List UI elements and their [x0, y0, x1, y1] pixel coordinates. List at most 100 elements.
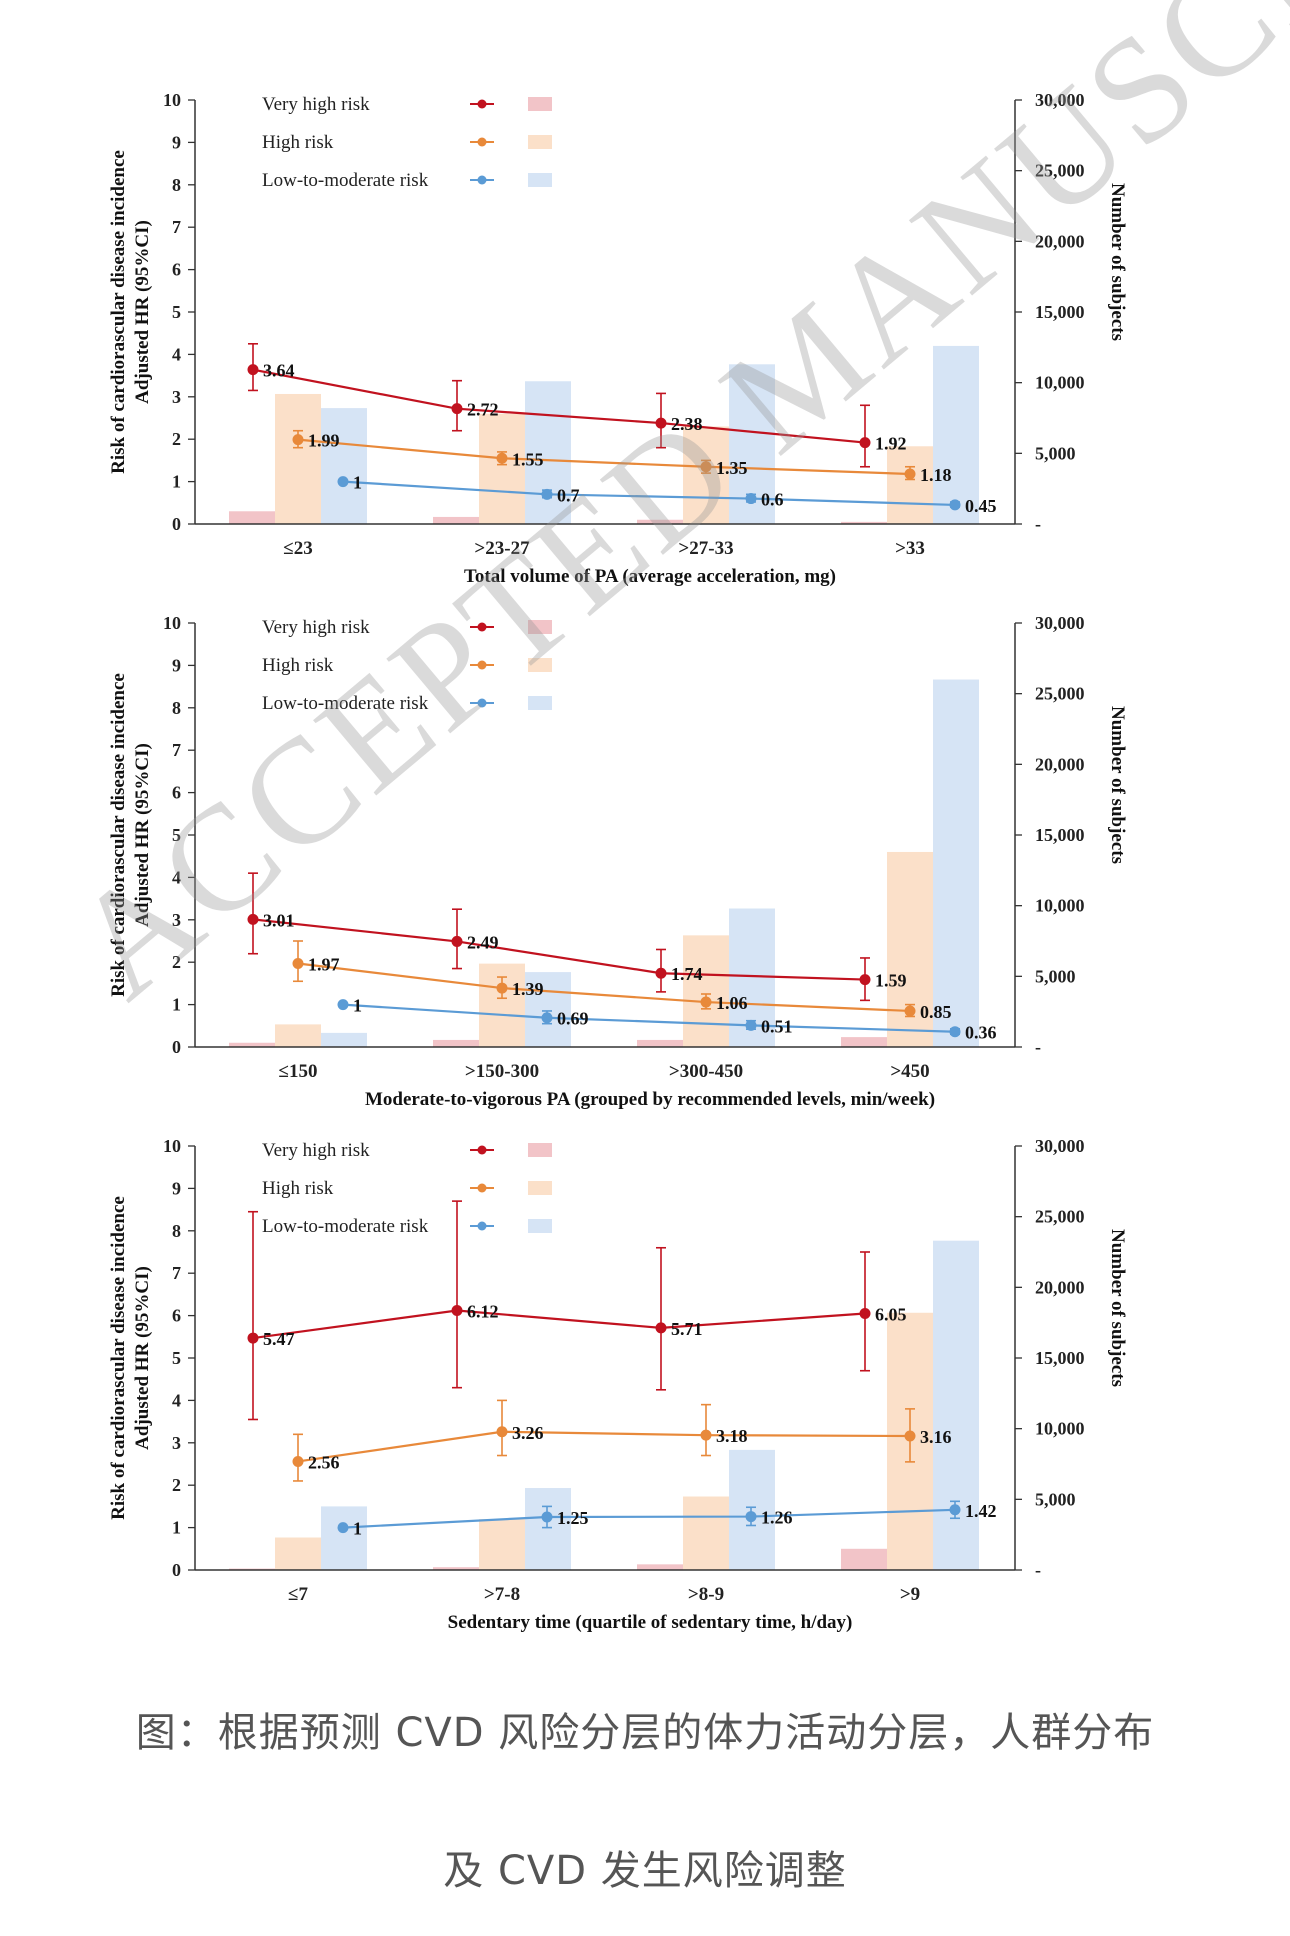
bar-low-moderate [525, 972, 571, 1047]
data-point-high [292, 1455, 304, 1467]
data-point-high [292, 957, 304, 969]
y-tick-label-left: 4 [172, 1390, 181, 1410]
legend-label-high: High risk [262, 132, 334, 153]
data-point-very-high [859, 974, 871, 986]
data-label-high: 1.18 [920, 465, 952, 485]
y-tick-label-right: - [1035, 1037, 1041, 1057]
y-tick-label-right: 15,000 [1035, 825, 1085, 845]
y-tick-label-left: 7 [172, 740, 181, 760]
figure: 012345678910-5,00010,00015,00020,00025,0… [108, 90, 1128, 1633]
legend-label-high: High risk [262, 1178, 334, 1199]
legend-swatch-very-high [528, 97, 552, 111]
data-point-low-moderate [745, 493, 757, 505]
y-tick-label-left: 8 [172, 175, 181, 195]
data-label-high: 0.85 [920, 1002, 952, 1022]
series-line-high [297, 962, 911, 1013]
y-tick-label-left: 5 [172, 825, 181, 845]
legend-swatch-high [528, 1181, 552, 1195]
chart-panel-2: 0 1 2 3 4 5 6 7 8 9 10 - 5,000 10,000 15,000 20,000 25,0… [108, 613, 1128, 1110]
data-point-very-high [247, 364, 259, 376]
data-label-low-moderate: 1.42 [965, 1501, 997, 1521]
legend-marker-low-moderate [477, 1221, 487, 1231]
data-label-very-high: 2.72 [467, 400, 499, 420]
data-label-low-moderate: 1.25 [557, 1508, 589, 1528]
y-tick-label-right: 30,000 [1035, 90, 1085, 110]
y-tick-label-left: 2 [172, 429, 181, 449]
y-axis-label-left-2: Adjusted HR (95%CI) [132, 1266, 153, 1450]
bar-very-high [433, 516, 479, 524]
bar-low-moderate [525, 381, 571, 524]
x-tick-label: >300-450 [669, 1061, 743, 1082]
data-point-low-moderate [337, 476, 349, 488]
y-tick-label-right: 10,000 [1035, 1419, 1085, 1439]
data-label-low-moderate: 1 [353, 473, 362, 493]
y-tick-label-left: 10 [163, 613, 181, 633]
data-label-very-high: 2.38 [671, 414, 703, 434]
y-tick-label-left: 9 [172, 655, 181, 675]
data-point-very-high [655, 417, 667, 429]
y-tick-label-right: 25,000 [1035, 161, 1085, 181]
data-label-high: 3.26 [512, 1423, 544, 1443]
y-tick-label-right: 5,000 [1035, 443, 1076, 463]
y-tick-label-left: 4 [172, 344, 181, 364]
data-point-high [700, 1429, 712, 1441]
y-tick-label-left: 5 [172, 302, 181, 322]
bar-high [683, 1496, 729, 1570]
bar-high [275, 1537, 321, 1570]
figure-caption-line-2: 及 CVD 发生风险调整 [443, 1848, 847, 1894]
chart-panel-1: 0 1 2 3 4 5 6 7 8 9 10 - 5,000 10,000 15,000 20,000 25,0… [108, 90, 1128, 587]
x-axis-label: Moderate-to-vigorous PA (grouped by reco… [365, 1089, 935, 1110]
y-tick-label-left: 8 [172, 1221, 181, 1241]
data-label-very-high: 6.12 [467, 1302, 499, 1322]
y-tick-label-left: 1 [172, 472, 181, 492]
legend-label-low-moderate: Low-to-moderate risk [262, 1216, 429, 1237]
y-tick-label-left: 9 [172, 132, 181, 152]
legend-label-high: High risk [262, 655, 334, 676]
y-tick-label-left: 8 [172, 698, 181, 718]
data-point-very-high [247, 913, 259, 925]
series-line-very-high [252, 918, 866, 981]
chart-panel-3: 0 1 2 3 4 5 6 7 8 9 10 - 5,000 10,000 15,000 20,000 25,0… [108, 1136, 1128, 1633]
bar-high [479, 1519, 525, 1570]
data-label-high: 3.16 [920, 1427, 952, 1447]
bar-high [479, 963, 525, 1047]
data-point-high [700, 996, 712, 1008]
data-label-very-high: 1.74 [671, 964, 703, 984]
legend-swatch-low-moderate [528, 1219, 552, 1233]
series-line-low-moderate [342, 480, 956, 507]
data-label-high: 1.35 [716, 458, 748, 478]
y-axis-label-left-2: Adjusted HR (95%CI) [132, 743, 153, 927]
data-point-very-high [451, 935, 463, 947]
data-point-high [904, 1430, 916, 1442]
legend-label-very-high: Very high risk [262, 1140, 370, 1161]
bar-high [479, 413, 525, 524]
y-tick-label-right: 25,000 [1035, 1207, 1085, 1227]
x-tick-label: >150-300 [465, 1061, 539, 1082]
data-point-low-moderate [949, 1026, 961, 1038]
y-tick-label-right: - [1035, 514, 1041, 534]
data-label-low-moderate: 0.51 [761, 1016, 793, 1036]
bar-low-moderate [933, 679, 979, 1047]
data-point-low-moderate [541, 488, 553, 500]
y-tick-label-left: 0 [172, 514, 181, 534]
bar-high [887, 446, 933, 524]
data-label-very-high: 6.05 [875, 1304, 907, 1324]
legend-swatch-low-moderate [528, 696, 552, 710]
data-label-very-high: 1.59 [875, 971, 907, 991]
y-axis-label-left: Risk of cardiorascular disease incidence [108, 673, 129, 997]
bar-very-high [637, 1564, 683, 1570]
series-line-high [297, 438, 911, 476]
data-point-high [292, 434, 304, 446]
bar-very-high [841, 521, 887, 524]
bar-low-moderate [525, 1488, 571, 1570]
legend-label-low-moderate: Low-to-moderate risk [262, 170, 429, 191]
y-tick-label-left: 2 [172, 952, 181, 972]
x-tick-label: >9 [900, 1584, 920, 1605]
data-label-low-moderate: 1 [353, 1519, 362, 1539]
data-label-high: 1.55 [512, 449, 544, 469]
x-tick-label: >7-8 [484, 1584, 520, 1605]
data-label-low-moderate: 0.69 [557, 1009, 589, 1029]
y-tick-label-left: 3 [172, 910, 181, 930]
y-tick-label-right: 10,000 [1035, 373, 1085, 393]
bar-very-high [229, 1042, 275, 1047]
